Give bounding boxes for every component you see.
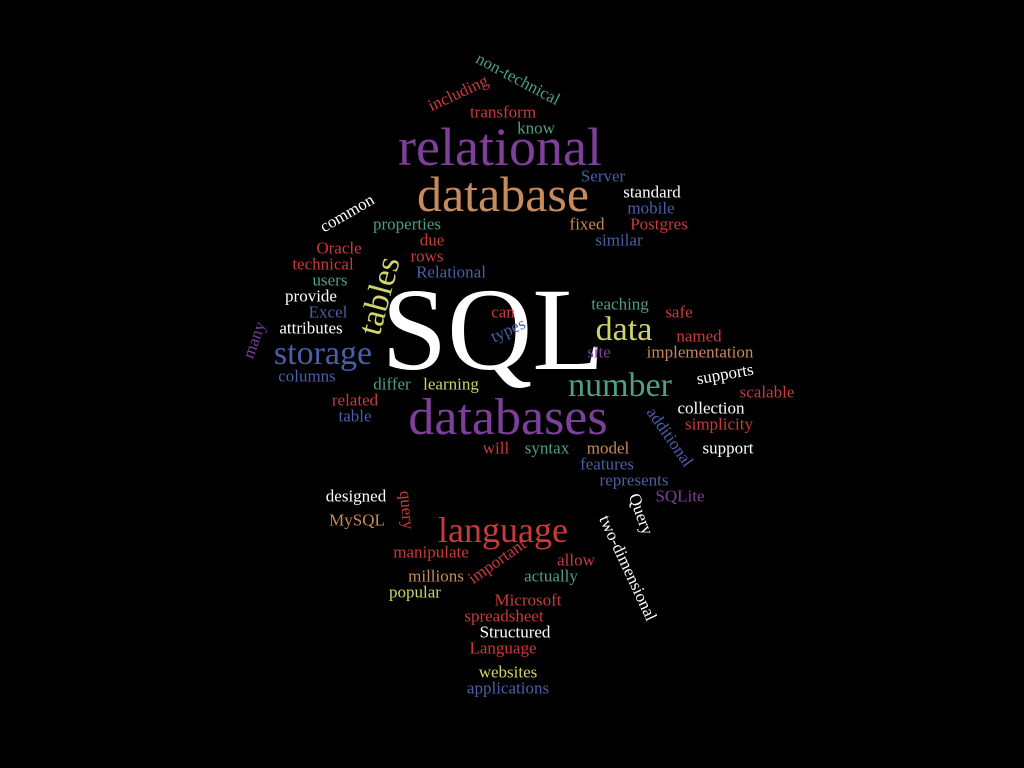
word-many: many (238, 318, 270, 362)
word-site: site (587, 342, 611, 362)
word-structured: Structured (479, 622, 551, 642)
word-microsoft: Microsoft (494, 590, 562, 610)
word-properties: properties (373, 214, 441, 234)
word-learning: learning (423, 374, 479, 394)
word-query: query (395, 489, 419, 531)
word-storage: storage (273, 335, 373, 372)
word-syntax: syntax (524, 438, 570, 458)
word-safe: safe (665, 302, 693, 322)
word-number: number (568, 367, 672, 404)
word-query-cap: Query (624, 490, 658, 538)
word-similar: similar (595, 230, 643, 250)
word-millions: millions (408, 566, 464, 586)
word-know: know (517, 118, 555, 138)
word-oracle: Oracle (316, 238, 362, 258)
word-language: language (438, 510, 568, 550)
word-mysql: MySQL (329, 510, 385, 530)
word-allow: allow (557, 550, 595, 570)
word-support: support (702, 438, 754, 458)
word-database: database (416, 166, 590, 222)
word-relational: relational (398, 117, 602, 177)
word-sqlite: SQLite (655, 486, 705, 506)
word-related: related (331, 390, 379, 410)
word-due: due (419, 230, 445, 250)
word-excel: Excel (308, 302, 348, 322)
word-users: users (312, 270, 348, 290)
word-attributes: attributes (279, 318, 343, 338)
word-rows: rows (410, 246, 444, 266)
word-collection: collection (677, 398, 745, 418)
word-transform: transform (469, 102, 537, 122)
word-represents: represents (599, 470, 669, 490)
word-model: model (586, 438, 630, 458)
word-provide: provide (285, 286, 337, 306)
word-features: features (580, 454, 634, 474)
word-scalable: scalable (739, 382, 795, 402)
word-table: table (338, 406, 372, 426)
word-simplicity: simplicity (685, 414, 753, 434)
word-will: will (482, 438, 510, 458)
word-standard: standard (623, 182, 681, 202)
word-technical: technical (292, 254, 354, 274)
word-named: named (676, 326, 722, 346)
word-popular: popular (389, 582, 441, 602)
word-columns: columns (278, 366, 336, 386)
word-data: data (595, 311, 653, 348)
word-designed: designed (325, 486, 387, 506)
word-common: common (316, 189, 378, 237)
word-language-small: Language (469, 638, 537, 658)
word-implementation: implementation (646, 342, 754, 362)
word-spreadsheet: spreadsheet (464, 606, 544, 626)
word-databases: databases (408, 389, 608, 446)
word-fixed: fixed (569, 214, 605, 234)
word-can: can (491, 302, 515, 322)
word-server: Server (580, 166, 626, 186)
word-relational-small: Relational (416, 262, 486, 282)
word-postgres: Postgres (630, 214, 688, 234)
word-teaching: teaching (591, 294, 649, 314)
word-mobile: mobile (627, 198, 675, 218)
word-applications: applications (466, 678, 550, 698)
word-actually: actually (524, 566, 578, 586)
word-sql: SQL (381, 264, 605, 395)
word-differ: differ (373, 374, 411, 394)
word-manipulate: manipulate (393, 542, 469, 562)
word-websites: websites (478, 662, 538, 682)
